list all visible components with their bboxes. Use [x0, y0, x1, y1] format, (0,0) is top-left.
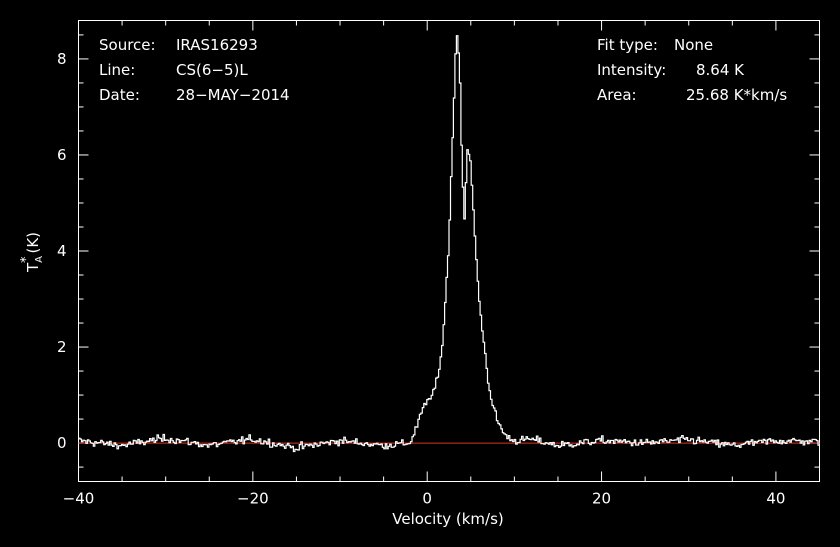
- tick-labels: −40 −20 0 20 40 0 2 4 6 8: [57, 50, 786, 508]
- x-tick-label: 40: [766, 490, 785, 508]
- x-axis-label: Velocity (km/s): [392, 510, 503, 528]
- x-tick-label: −20: [237, 490, 269, 508]
- area-value: 25.68 K*km/s: [686, 86, 787, 104]
- spectrum-series: [78, 35, 820, 453]
- area-label: Area:: [597, 86, 637, 104]
- date-label: Date:: [99, 86, 140, 104]
- y-tick-label: 6: [57, 146, 67, 164]
- x-tick-label: 20: [592, 490, 611, 508]
- date-value: 28−MAY−2014: [176, 86, 290, 104]
- line-value: CS(6−5)L: [176, 61, 248, 79]
- x-tick-label: 0: [422, 490, 432, 508]
- y-axis-label: TA*(K): [19, 232, 45, 273]
- y-tick-label: 2: [57, 338, 67, 356]
- y-tick-label: 0: [57, 434, 67, 452]
- source-value: IRAS16293: [176, 36, 258, 54]
- source-label: Source:: [99, 36, 156, 54]
- fit-type-value: None: [674, 36, 713, 54]
- y-tick-label: 8: [57, 50, 67, 68]
- fit-type-label: Fit type:: [597, 36, 658, 54]
- x-tick-label: −40: [63, 490, 95, 508]
- y-tick-label: 4: [57, 242, 67, 260]
- line-label: Line:: [99, 61, 135, 79]
- intensity-value: 8.64 K: [696, 61, 745, 79]
- intensity-label: Intensity:: [597, 61, 666, 79]
- axis-ticks: [78, 20, 820, 482]
- svg-text:TA*(K): TA*(K): [19, 232, 45, 273]
